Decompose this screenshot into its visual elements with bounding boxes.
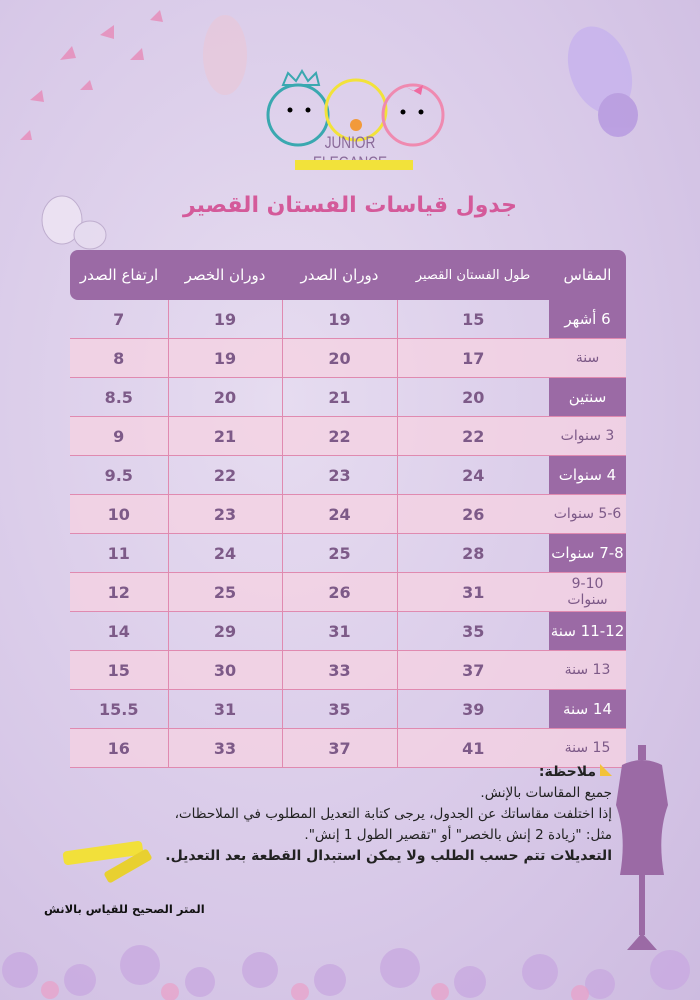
note-bold-line: التعديلات تتم حسب الطلب ولا يمكن استبدال… (165, 848, 612, 864)
waist-cell: 21 (167, 416, 282, 456)
size-cell: 14 سنة (549, 689, 626, 729)
size-cell: 15 سنة (549, 728, 626, 768)
table-row: 9-10 سنوات 31 26 25 12 (70, 572, 626, 612)
size-cell: 7-8 سنوات (549, 533, 626, 573)
table-row: سنة 17 20 19 8 (70, 338, 626, 378)
col-size: المقاس (549, 250, 626, 300)
table-row: 6 أشهر 15 19 19 7 (70, 300, 626, 339)
notes-heading: ملاحظة: (538, 764, 596, 780)
chest-height-cell: 9.5 (70, 455, 168, 495)
waist-cell: 19 (167, 300, 282, 339)
chest-cell: 33 (281, 650, 397, 690)
size-cell: 5-6 سنوات (549, 494, 626, 534)
chest-cell: 19 (281, 300, 397, 339)
waist-cell: 24 (167, 533, 282, 573)
chest-height-cell: 8.5 (70, 377, 168, 417)
table-row: 5-6 سنوات 26 24 23 10 (70, 494, 626, 534)
chest-height-cell: 11 (70, 533, 168, 573)
size-cell: سنتين (549, 377, 626, 417)
chest-cell: 22 (281, 416, 397, 456)
length-cell: 22 (396, 416, 549, 456)
length-cell: 35 (396, 611, 549, 651)
chest-height-cell: 15 (70, 650, 168, 690)
fairy-icon (203, 15, 247, 95)
chest-cell: 25 (281, 533, 397, 573)
chest-cell: 37 (281, 728, 397, 768)
table-row: سنتين 20 21 20 8.5 (70, 377, 626, 417)
chest-height-cell: 14 (70, 611, 168, 651)
chest-height-cell: 9 (70, 416, 168, 456)
measuring-tape-icon (62, 841, 152, 883)
tape-caption: المتر الصحيح للقياس بالانش (44, 902, 205, 916)
waist-cell: 30 (167, 650, 282, 690)
note-line: جميع المقاسات بالإنش. (480, 785, 612, 801)
size-cell: 13 سنة (549, 650, 626, 690)
col-chest: دوران الصدر (282, 250, 397, 300)
mannequin-icon (616, 745, 668, 950)
waist-cell: 22 (167, 455, 282, 495)
size-cell: 6 أشهر (549, 300, 626, 339)
length-cell: 31 (396, 572, 549, 612)
waist-cell: 20 (167, 377, 282, 417)
chest-cell: 23 (281, 455, 397, 495)
waist-cell: 33 (167, 728, 282, 768)
length-cell: 39 (396, 689, 549, 729)
chest-cell: 21 (281, 377, 397, 417)
col-waist: دوران الخصر (168, 250, 282, 300)
chest-cell: 31 (281, 611, 397, 651)
page-title: جدول قياسات الفستان القصير (183, 193, 517, 218)
table-row: 4 سنوات 24 23 22 9.5 (70, 455, 626, 495)
size-cell: 3 سنوات (549, 416, 626, 456)
brand-bar (295, 160, 413, 170)
waist-cell: 25 (167, 572, 282, 612)
chest-cell: 26 (281, 572, 397, 612)
length-cell: 17 (396, 338, 549, 378)
chest-height-cell: 15.5 (70, 689, 168, 729)
chest-cell: 35 (281, 689, 397, 729)
note-line: إذا اختلفت مقاساتك عن الجدول، يرجى كتابة… (174, 806, 612, 822)
length-cell: 26 (396, 494, 549, 534)
butterflies-decoration (20, 10, 638, 250)
length-cell: 28 (396, 533, 549, 573)
length-cell: 20 (396, 377, 549, 417)
note-line: مثل: "زيادة 2 إنش بالخصر" أو "تقصير الطو… (304, 827, 612, 843)
table-header-row: المقاس طول الفستان القصير دوران الصدر دو… (70, 250, 626, 300)
size-table: المقاس طول الفستان القصير دوران الصدر دو… (70, 250, 626, 768)
chest-cell: 20 (281, 338, 397, 378)
col-chest-height: ارتفاع الصدر (70, 250, 168, 300)
flowers-decoration (2, 945, 690, 1000)
table-row: 3 سنوات 22 22 21 9 (70, 416, 626, 456)
notes: ملاحظة: جميع المقاسات بالإنش. إذا اختلفت… (165, 762, 612, 867)
chest-height-cell: 8 (70, 338, 168, 378)
length-cell: 41 (396, 728, 549, 768)
table-row: 15 سنة 41 37 33 16 (70, 728, 626, 768)
chest-height-cell: 16 (70, 728, 168, 768)
waist-cell: 19 (167, 338, 282, 378)
chest-cell: 24 (281, 494, 397, 534)
size-cell: 9-10 سنوات (549, 572, 626, 612)
table-row: 13 سنة 37 33 30 15 (70, 650, 626, 690)
butterfly-icon (567, 26, 638, 137)
col-length: طول الفستان القصير (397, 250, 549, 300)
brand-logo (266, 69, 445, 147)
chest-height-cell: 12 (70, 572, 168, 612)
waist-cell: 29 (167, 611, 282, 651)
table-row: 11-12 سنة 35 31 29 14 (70, 611, 626, 651)
waist-cell: 23 (167, 494, 282, 534)
table-row: 14 سنة 39 35 31 15.5 (70, 689, 626, 729)
chest-height-cell: 7 (70, 300, 168, 339)
size-cell: 4 سنوات (549, 455, 626, 495)
size-cell: 11-12 سنة (549, 611, 626, 651)
butterfly-icon (41, 195, 107, 250)
waist-cell: 31 (167, 689, 282, 729)
length-cell: 15 (396, 300, 549, 339)
chest-height-cell: 10 (70, 494, 168, 534)
ruler-triangle-icon (600, 764, 612, 776)
length-cell: 37 (396, 650, 549, 690)
size-cell: سنة (549, 338, 626, 378)
table-row: 7-8 سنوات 28 25 24 11 (70, 533, 626, 573)
length-cell: 24 (396, 455, 549, 495)
